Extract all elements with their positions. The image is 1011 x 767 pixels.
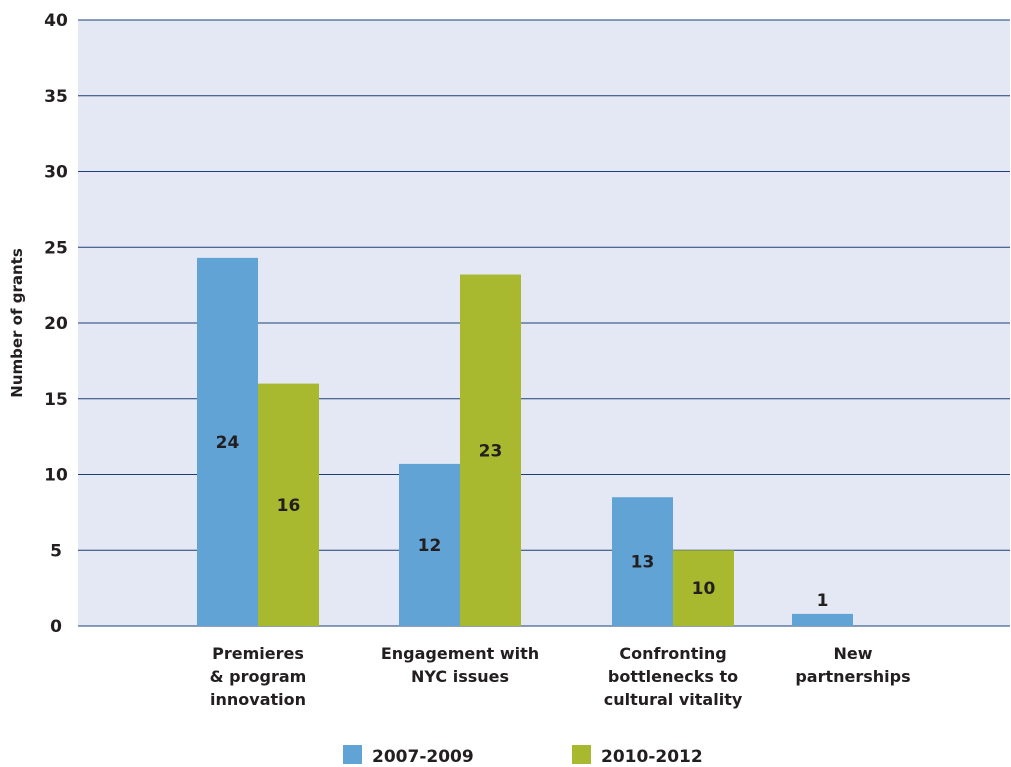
value-labels: 24 16 12 23 13 10 1 bbox=[216, 433, 829, 611]
y-tick-label: 30 bbox=[44, 163, 68, 183]
bar-2010-2012-0 bbox=[258, 383, 319, 626]
x-tick-label: cultural vitality bbox=[604, 690, 743, 709]
y-tick-label: 40 bbox=[44, 11, 68, 31]
data-label: 13 bbox=[631, 553, 655, 573]
legend-label: 2007-2009 bbox=[372, 747, 474, 767]
y-tick-label: 15 bbox=[44, 390, 68, 410]
y-tick-label: 5 bbox=[50, 541, 62, 561]
bars bbox=[197, 257, 853, 626]
legend-swatch bbox=[343, 745, 362, 764]
bar-2007-2009-0 bbox=[197, 257, 258, 626]
x-tick-label: innovation bbox=[210, 690, 306, 709]
bar-2007-2009-1 bbox=[399, 463, 460, 626]
y-axis-title: Number of grants bbox=[8, 248, 26, 398]
bar-2010-2012-2 bbox=[673, 550, 734, 626]
data-label: 10 bbox=[692, 579, 716, 599]
y-tick-label: 25 bbox=[44, 238, 68, 258]
x-tick-label: Confronting bbox=[619, 644, 726, 663]
x-tick-label: NYC issues bbox=[411, 667, 509, 686]
legend-label: 2010-2012 bbox=[601, 747, 703, 767]
y-tick-label: 20 bbox=[44, 314, 68, 334]
legend-swatch bbox=[572, 745, 591, 764]
y-tick-label: 10 bbox=[44, 466, 68, 486]
data-label: 24 bbox=[216, 433, 240, 453]
data-label: 12 bbox=[418, 536, 442, 556]
bar-2010-2012-1 bbox=[460, 274, 521, 626]
x-tick-label: Premieres bbox=[212, 644, 304, 663]
data-label: 23 bbox=[479, 441, 503, 461]
y-tick-label: 0 bbox=[50, 617, 62, 637]
x-tick-label: bottlenecks to bbox=[608, 667, 738, 686]
bar-2007-2009-2 bbox=[612, 497, 673, 626]
x-tick-label: Engagement with bbox=[381, 644, 539, 663]
x-tick-label: New bbox=[833, 644, 872, 663]
x-axis-category-labels: Premieres & program innovation Engagement w… bbox=[210, 644, 911, 709]
data-label: 16 bbox=[277, 496, 301, 516]
bar-2007-2009-3 bbox=[792, 613, 853, 626]
y-axis-ticks: 0 5 10 15 20 25 30 35 40 bbox=[44, 11, 68, 637]
legend: 2007-2009 2010-2012 bbox=[343, 745, 703, 767]
x-tick-label: partnerships bbox=[795, 667, 910, 686]
y-tick-label: 35 bbox=[44, 87, 68, 107]
data-label: 1 bbox=[817, 591, 829, 611]
x-tick-label: & program bbox=[210, 667, 307, 686]
